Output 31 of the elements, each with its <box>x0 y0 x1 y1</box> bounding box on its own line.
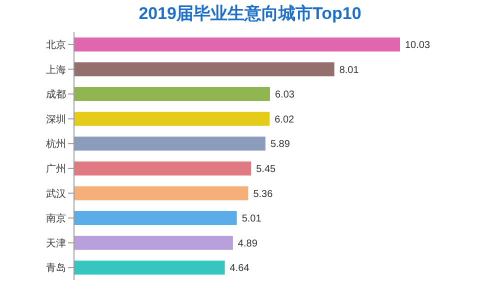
data-label: 8.01 <box>339 64 360 76</box>
data-label: 6.02 <box>274 114 295 126</box>
bar <box>74 211 237 226</box>
y-tick-label: 上海 <box>46 64 66 76</box>
chart-title: 2019届毕业生意向城市Top10 <box>138 3 362 25</box>
y-tick-label: 成都 <box>46 88 66 101</box>
bar <box>74 186 248 200</box>
data-label: 4.64 <box>230 263 250 274</box>
data-label: 5.45 <box>256 164 276 176</box>
bar <box>74 37 400 52</box>
y-tick-label: 青岛 <box>46 262 66 274</box>
y-tick-label: 杭州 <box>45 138 66 150</box>
bar <box>74 62 334 76</box>
data-label: 4.89 <box>238 238 258 250</box>
y-tick-label: 武汉 <box>46 188 66 200</box>
bar <box>74 236 233 250</box>
bar <box>74 112 270 126</box>
data-label: 5.36 <box>253 188 274 200</box>
bar <box>74 87 270 102</box>
y-tick-label: 广州 <box>46 162 66 175</box>
data-label: 10.03 <box>405 40 430 52</box>
y-tick-label: 深圳 <box>46 113 66 126</box>
data-label: 6.03 <box>274 90 295 101</box>
y-tick-label: 南京 <box>46 212 66 225</box>
bar <box>74 161 252 176</box>
data-label: 5.01 <box>242 214 262 225</box>
y-tick-label: 天津 <box>46 237 66 250</box>
y-tick-label: 北京 <box>46 38 66 51</box>
data-label: 5.89 <box>270 139 290 150</box>
bar <box>74 136 266 151</box>
bar <box>74 260 225 275</box>
